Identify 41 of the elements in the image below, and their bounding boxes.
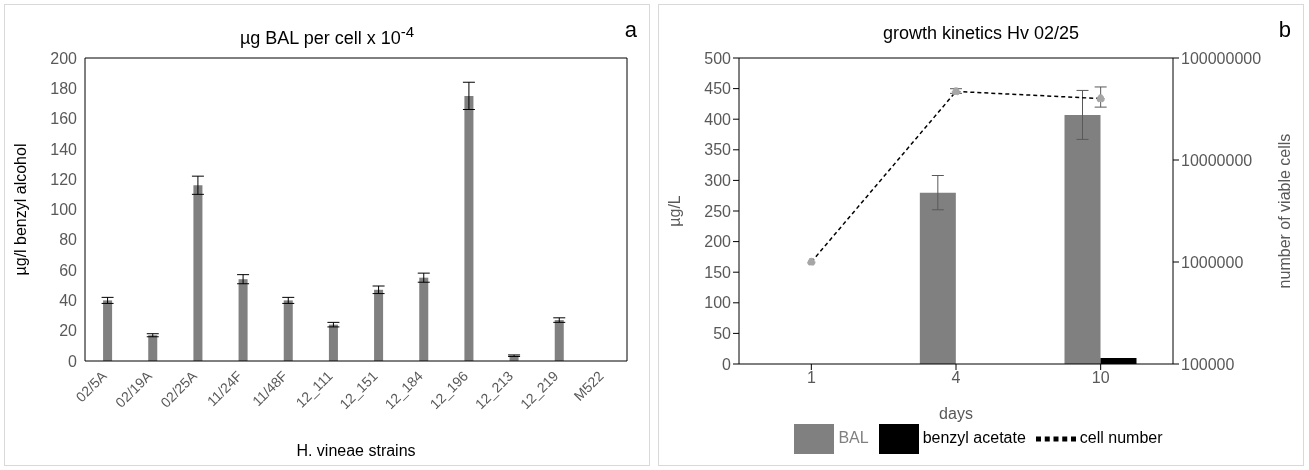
legend-label: cell number [1079, 429, 1163, 447]
y-tick-label: 100 [704, 294, 732, 312]
y2-tick-label: 1000000 [1181, 253, 1244, 271]
y-tick-label: 60 [59, 261, 78, 279]
y-tick-label: 400 [704, 110, 732, 128]
y-tick-label: 180 [50, 79, 78, 97]
y-axis-title: µg/L [665, 195, 683, 227]
chart-title: µg BAL per cell x 10$^{-4}$ [239, 23, 415, 48]
x-tick-label: 4 [951, 369, 961, 387]
y-tick-label: 140 [50, 140, 78, 158]
y2-tick-label: 10000000 [1181, 151, 1253, 169]
y-tick-label: 50 [713, 325, 732, 343]
y-tick-label: 20 [59, 322, 78, 340]
y-tick-label: 120 [50, 170, 78, 188]
y-tick-label: 150 [704, 263, 732, 281]
y-tick-label: 100 [50, 201, 78, 219]
y-tick-label: 500 [704, 49, 732, 67]
x-tick-label: 10 [1091, 369, 1110, 387]
x-axis-title: days [939, 405, 973, 422]
y2-tick-label: 100000 [1181, 355, 1235, 373]
y-tick-label: 0 [722, 355, 732, 373]
text: a [624, 17, 637, 43]
y-tick-label: 300 [704, 172, 732, 190]
y-axis-title: µg/l benzyl alcohol [11, 143, 29, 276]
y-tick-label: 80 [59, 231, 78, 249]
y2-axis-title: number of viable cells [1275, 133, 1293, 289]
y-tick-label: 40 [59, 292, 78, 310]
y-tick-label: 450 [704, 80, 732, 98]
x-axis-title: H. vineae strains [296, 442, 416, 459]
y-tick-label: 200 [50, 49, 78, 67]
y-tick-label: 350 [704, 141, 732, 159]
legend-label: BAL [838, 429, 869, 447]
legend-label: benzyl acetate [922, 429, 1026, 447]
chart-title: growth kinetics Hv 02/25 [882, 23, 1080, 43]
y2-tick-label: 100000000 [1181, 49, 1262, 67]
text: b [1278, 17, 1291, 43]
y-tick-label: 0 [68, 352, 78, 370]
y-tick-label: 200 [704, 233, 732, 251]
x-tick-label: 1 [806, 369, 816, 387]
y-tick-label: 250 [704, 202, 732, 220]
y-tick-label: 160 [50, 110, 78, 128]
